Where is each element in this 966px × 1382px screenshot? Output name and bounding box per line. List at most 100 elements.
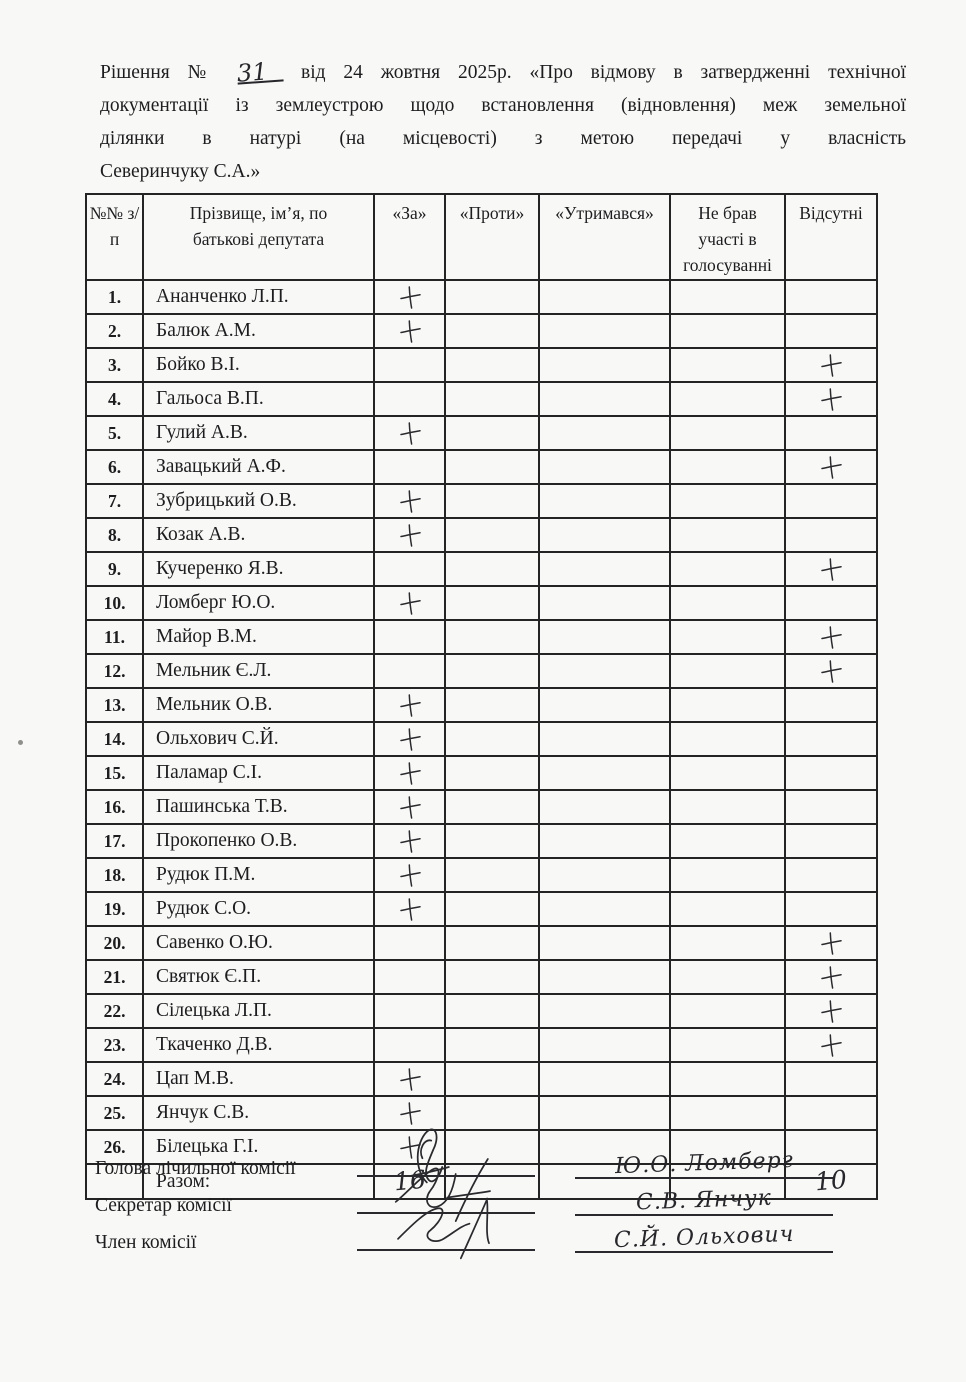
- vote-cell: [444, 687, 540, 723]
- vote-cell: [444, 857, 540, 893]
- row-number: 11.: [85, 619, 144, 655]
- vote-cell: [784, 279, 878, 315]
- deputy-name: Прокопенко О.В.: [142, 823, 375, 859]
- vote-cell: [373, 449, 446, 485]
- vote-checkmark-icon: [399, 524, 421, 547]
- vote-cell: [444, 483, 540, 519]
- vote-cell: [669, 585, 786, 621]
- deputy-name: Кучеренко Я.В.: [142, 551, 375, 587]
- table-row: 6. Завацький А.Ф.: [85, 449, 878, 485]
- voting-table: №№ з/п Прізвище, ім’я, по батькові депут…: [85, 193, 878, 1200]
- table-row: 16. Пашинська Т.В.: [85, 789, 878, 825]
- table-row: 12. Мельник Є.Л.: [85, 653, 878, 689]
- table-row: 21. Святюк Є.П.: [85, 959, 878, 995]
- table-row: 2. Балюк А.М.: [85, 313, 878, 349]
- vote-checkmark-icon: [399, 864, 421, 887]
- vote-checkmark-icon: [821, 1034, 842, 1057]
- table-row: 14. Ольхович С.Й.: [85, 721, 878, 757]
- row-number: 12.: [85, 653, 144, 689]
- vote-cell: [538, 653, 671, 689]
- table-row: 11. Майор В.М.: [85, 619, 878, 655]
- table-row: 15. Паламар С.І.: [85, 755, 878, 791]
- vote-checkmark-icon: [399, 592, 421, 615]
- vote-cell: [373, 1027, 446, 1063]
- signature-row-secretary: Секретар комісії С.В. Янчук: [95, 1158, 895, 1222]
- vote-checkmark-icon: [399, 762, 421, 785]
- vote-cell: [669, 823, 786, 859]
- vote-cell: [784, 755, 878, 791]
- deputy-name: Цап М.В.: [142, 1061, 375, 1097]
- vote-cell: [373, 381, 446, 417]
- signature-block: Голова лічильної комісії Ю.О. Ломберг Се…: [95, 1128, 895, 1260]
- row-number: 8.: [85, 517, 144, 553]
- vote-cell: [784, 721, 878, 757]
- vote-cell: [538, 449, 671, 485]
- table-row: 13. Мельник О.В.: [85, 687, 878, 723]
- signature-name-underline: Ю.О. Ломберг: [575, 1148, 833, 1179]
- vote-cell: [444, 1095, 540, 1131]
- decision-number-handwritten: 31: [236, 58, 284, 88]
- vote-cell: [373, 551, 446, 587]
- deputy-name: Ольхович С.Й.: [142, 721, 375, 757]
- vote-cell: [784, 823, 878, 859]
- vote-cell: [784, 925, 878, 961]
- vote-checkmark-icon: [821, 456, 842, 479]
- table-row: 10. Ломберг Ю.О.: [85, 585, 878, 621]
- vote-cell: [444, 381, 540, 417]
- vote-cell: [538, 721, 671, 757]
- vote-cell: [784, 415, 878, 451]
- vote-cell: [784, 653, 878, 689]
- vote-checkmark-icon: [821, 1000, 842, 1023]
- signature-name: С.В. Янчук: [635, 1185, 773, 1216]
- deputy-name: Мельник О.В.: [142, 687, 375, 723]
- vote-checkmark-icon: [399, 796, 421, 819]
- deputy-name: Паламар С.І.: [142, 755, 375, 791]
- vote-cell: [373, 483, 446, 519]
- deputy-name: Святюк Є.П.: [142, 959, 375, 995]
- table-row: 23. Ткаченко Д.В.: [85, 1027, 878, 1063]
- vote-cell: [669, 551, 786, 587]
- vote-cell: [373, 925, 446, 961]
- vote-cell: [373, 313, 446, 349]
- vote-cell: [444, 925, 540, 961]
- title-line-2: документації із землеустрою щодо встанов…: [100, 95, 906, 116]
- row-number: 22.: [85, 993, 144, 1029]
- vote-cell: [538, 1061, 671, 1097]
- vote-cell: [373, 959, 446, 995]
- vote-cell: [373, 653, 446, 689]
- decision-title: Рішення № 31 від 24 жовтня 2025р. «Про в…: [100, 56, 906, 188]
- vote-cell: [373, 517, 446, 553]
- table-row: 5. Гулий А.В.: [85, 415, 878, 451]
- row-number: 23.: [85, 1027, 144, 1063]
- deputy-name: Гулий А.В.: [142, 415, 375, 451]
- table-row: 8. Козак А.В.: [85, 517, 878, 553]
- col-header-ne-brav: Не брав участі в голосуванні: [669, 193, 786, 281]
- vote-cell: [373, 347, 446, 383]
- vote-cell: [373, 823, 446, 859]
- total-proty-cell: [444, 1163, 540, 1200]
- row-number: 13.: [85, 687, 144, 723]
- title-line-1-rest: від 24 жовтня 2025р. «Про відмову в затв…: [300, 62, 907, 83]
- deputy-name: Балюк А.М.: [142, 313, 375, 349]
- row-number: 16.: [85, 789, 144, 825]
- vote-checkmark-icon: [821, 660, 842, 683]
- vote-cell: [784, 1095, 878, 1131]
- signature-role: Секретар комісії: [95, 1195, 232, 1216]
- vote-cell: [444, 1061, 540, 1097]
- vote-cell: [669, 1061, 786, 1097]
- vote-cell: [538, 959, 671, 995]
- title-line-4: Северинчуку С.А.»: [100, 161, 261, 182]
- vote-checkmark-icon: [399, 286, 421, 309]
- vote-cell: [538, 415, 671, 451]
- vote-cell: [669, 1129, 786, 1165]
- title-line-3: ділянки в натурі (на місцевості) з метою…: [100, 128, 906, 149]
- total-row: Разом: 16 10: [85, 1163, 878, 1200]
- vote-cell: [538, 517, 671, 553]
- vote-cell: [444, 959, 540, 995]
- voting-table-header: №№ з/п Прізвище, ім’я, по батькові депут…: [85, 193, 878, 281]
- vote-cell: [669, 517, 786, 553]
- vote-cell: [538, 857, 671, 893]
- table-row: 1. Ананченко Л.П.: [85, 279, 878, 315]
- vote-cell: [538, 789, 671, 825]
